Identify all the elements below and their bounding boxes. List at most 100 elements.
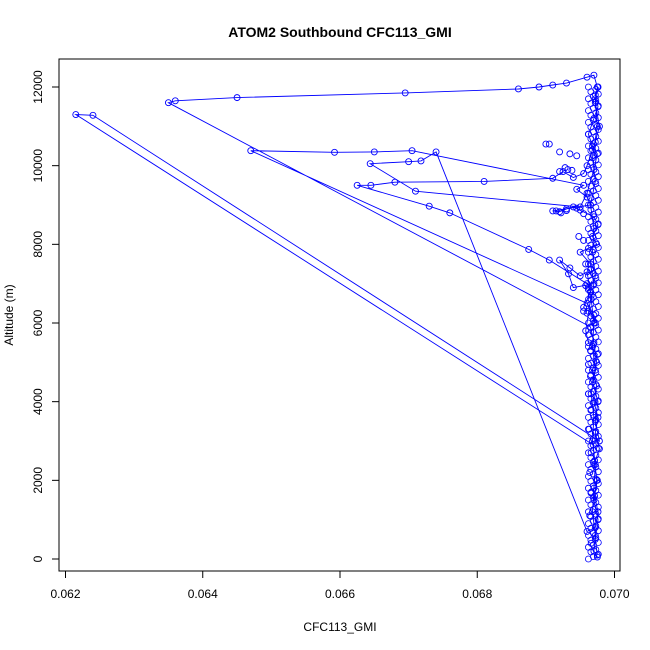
chart-title: ATOM2 Southbound CFC113_GMI [228,24,452,40]
data-point [580,170,588,177]
data-point [569,174,577,181]
data-point [412,187,419,195]
data-point [591,272,599,280]
data-point [583,299,591,307]
data-point [576,272,584,280]
data-point [89,111,97,119]
data-point [535,83,543,91]
plot-frame [58,58,621,572]
data-point [590,413,598,421]
data-point [405,158,413,166]
y-axis: 0 2000 4000 6000 8000 10000 12000 [31,70,60,562]
x-tick-label: 0.070 [599,587,629,601]
data-point [480,177,488,185]
data-point [401,89,409,97]
data-point [583,193,591,201]
data-point [583,73,591,81]
data-point [593,553,601,561]
data-point [566,150,574,158]
x-axis-label: CFC113_GMI [303,620,376,634]
series-line [74,74,601,558]
data-point [591,177,599,185]
data-point [171,97,179,105]
data-point [576,203,584,211]
data-point [164,99,172,107]
data-point [556,148,564,156]
x-tick-label: 0.062 [50,587,80,601]
data-point [559,168,567,176]
y-tick-label: 2000 [31,467,45,494]
data-point [568,166,576,174]
data-point [590,71,598,79]
y-tick-label: 6000 [31,309,45,336]
data-point [573,152,581,160]
x-tick-label: 0.064 [188,587,218,601]
data-point [582,260,590,268]
data-point [590,166,598,174]
data-point [556,256,564,264]
data-point [580,181,588,189]
data-point [591,95,599,103]
data-point [391,178,399,186]
data-point [569,203,577,211]
data-point [591,461,599,469]
data-point [580,210,588,218]
data-point [545,140,553,148]
y-tick-label: 10000 [31,149,45,183]
data-point [563,79,570,87]
y-axis-label: Altitude (m) [2,284,16,345]
data-point [590,319,598,327]
plot-area [72,71,603,563]
data-point [595,122,603,130]
data-point [552,207,560,215]
data-point [408,147,416,155]
data-point [580,303,588,311]
data-point [593,122,601,130]
data-point [595,437,603,445]
data-point [590,496,598,504]
data-point [580,307,588,315]
data-point [417,157,425,165]
data-point [569,284,577,292]
data-point [575,233,583,240]
data-point [549,207,557,215]
data-point [331,148,338,156]
data-point [573,204,581,212]
data-point [556,168,564,176]
data-point [549,174,557,182]
data-point [233,94,241,102]
y-tick-label: 0 [31,555,45,562]
data-point [591,531,599,539]
data-point [586,469,594,476]
data-point [525,245,533,253]
data-point [592,85,600,93]
data-point [556,208,564,216]
series-group [72,71,603,563]
x-tick-label: 0.068 [462,587,492,601]
x-axis: 0.062 0.064 0.066 0.068 0.070 [50,570,630,601]
data-point [586,512,594,520]
data-point [366,160,374,168]
data-point [576,206,584,214]
y-tick-label: 12000 [31,70,45,104]
data-point [545,256,553,264]
data-point [353,181,361,189]
data-point [247,147,255,155]
data-point [580,236,588,244]
data-point [514,85,522,93]
data-point [566,264,574,272]
data-point [425,202,433,210]
data-point [367,181,375,189]
y-tick-label: 8000 [31,231,45,258]
data-point [446,209,454,217]
data-point [590,225,598,233]
data-point [432,148,440,156]
data-point [564,166,572,174]
data-point [590,213,598,221]
data-point [370,148,378,156]
data-point [563,207,570,214]
data-point [593,476,601,484]
data-point [573,185,581,193]
y-tick-label: 4000 [31,388,45,415]
